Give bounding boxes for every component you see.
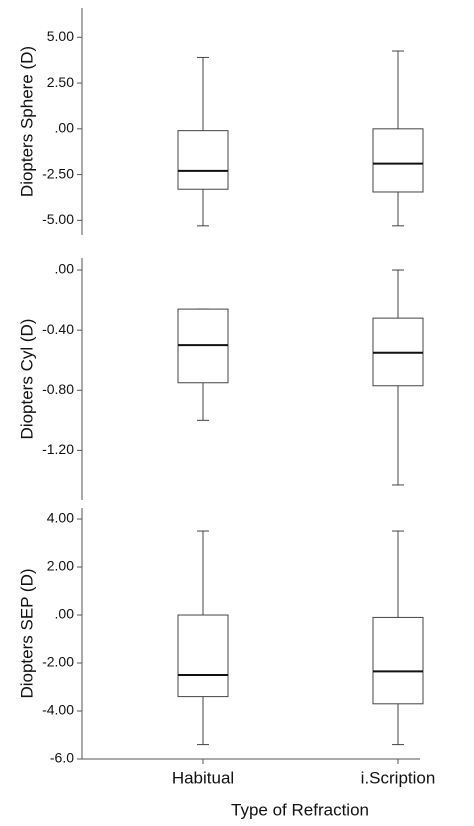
y-tick-label: -4.00	[42, 702, 74, 718]
y-axis-label: Diopters SEP (D)	[17, 568, 36, 698]
y-tick-label: -1.20	[42, 441, 74, 457]
x-axis-label: Type of Refraction	[231, 800, 369, 819]
box	[177, 130, 229, 190]
y-tick-label: 2.00	[47, 558, 74, 574]
y-tick-label: .00	[55, 261, 75, 277]
y-tick-label: -0.80	[42, 381, 74, 397]
y-tick-label: 4.00	[47, 510, 74, 526]
y-tick-label: -6.0	[50, 750, 74, 766]
x-tick-label: Habitual	[172, 768, 234, 787]
y-tick-label: -2.00	[42, 654, 74, 670]
box	[177, 614, 229, 698]
y-tick-label: 5.00	[47, 28, 74, 44]
y-tick-label: 2.50	[47, 74, 74, 90]
x-tick-label: i.Scription	[361, 768, 436, 787]
y-tick-label: -0.40	[42, 321, 74, 337]
box	[372, 128, 424, 193]
y-tick-label: -2.50	[42, 165, 74, 181]
y-tick-label: .00	[55, 606, 75, 622]
y-tick-label: .00	[55, 120, 75, 136]
y-axis-label: Diopters Cyl (D)	[17, 319, 36, 440]
y-axis-label: Diopters Sphere (D)	[17, 46, 36, 197]
box	[372, 616, 424, 705]
y-tick-label: -5.00	[42, 211, 74, 227]
